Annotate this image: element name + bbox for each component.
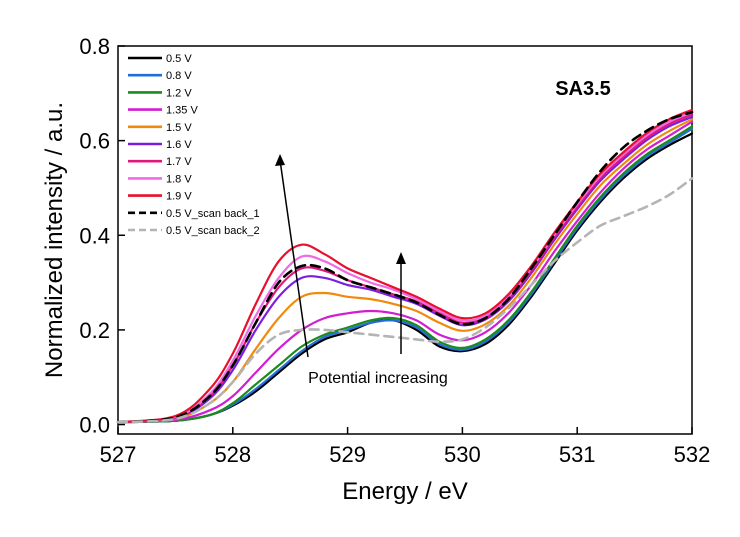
series-line-8 <box>116 108 694 424</box>
series-line-9 <box>116 110 694 424</box>
x-tick-label: 532 <box>674 442 711 467</box>
sample-label: SA3.5 <box>555 78 611 100</box>
y-tick-label: 0.0 <box>79 413 110 438</box>
legend-label-9: 0.5 V_scan back_1 <box>166 208 260 220</box>
series-layer <box>116 108 694 424</box>
legend: 0.5 V 0.8 V 1.2 V 1.35 V 1.5 V 1.6 V 1.7 V 1.8 … <box>128 53 260 237</box>
legend-label-6: 1.7 V <box>166 156 192 168</box>
annotation-text: Potential increasing <box>308 370 448 387</box>
x-axis-title: Energy / eV <box>342 478 467 505</box>
annotation-arrowhead-left <box>275 154 285 166</box>
legend-label-3: 1.35 V <box>166 105 198 117</box>
x-tick-label: 530 <box>444 442 481 467</box>
series-line-1 <box>116 127 694 424</box>
legend-label-4: 1.5 V <box>166 122 192 134</box>
x-tick-label: 527 <box>100 442 137 467</box>
x-tick-label: 531 <box>559 442 596 467</box>
series-line-10 <box>116 177 694 424</box>
plot-frame <box>117 45 693 435</box>
legend-label-2: 1.2 V <box>166 87 192 99</box>
y-tick-label: 0.8 <box>79 34 110 59</box>
series-line-4 <box>116 118 694 424</box>
legend-label-1: 0.8 V <box>166 70 192 82</box>
legend-label-5: 1.6 V <box>166 139 192 151</box>
annotation-arrow-left <box>279 159 309 358</box>
x-tick-label: 529 <box>329 442 366 467</box>
series-line-3 <box>116 120 694 424</box>
y-tick-label: 0.2 <box>79 318 110 343</box>
legend-label-7: 1.8 V <box>166 173 192 185</box>
ticks-layer: 527 528 529 530 531 532 0.0 0.2 0.4 0.6 0.8 <box>79 34 710 467</box>
x-tick-label: 528 <box>214 442 251 467</box>
annotation-arrows <box>275 154 406 358</box>
annotation-arrowhead-right <box>396 252 406 264</box>
y-tick-label: 0.4 <box>79 223 110 248</box>
legend-label-0: 0.5 V <box>166 53 192 65</box>
y-axis-title: Normalized intensity / a.u. <box>41 102 68 378</box>
series-line-7 <box>116 111 694 424</box>
series-line-0 <box>116 132 694 424</box>
series-line-2 <box>116 125 694 424</box>
y-tick-label: 0.6 <box>79 129 110 154</box>
legend-label-8: 1.9 V <box>166 191 192 203</box>
legend-label-10: 0.5 V_scan back_2 <box>166 225 260 237</box>
